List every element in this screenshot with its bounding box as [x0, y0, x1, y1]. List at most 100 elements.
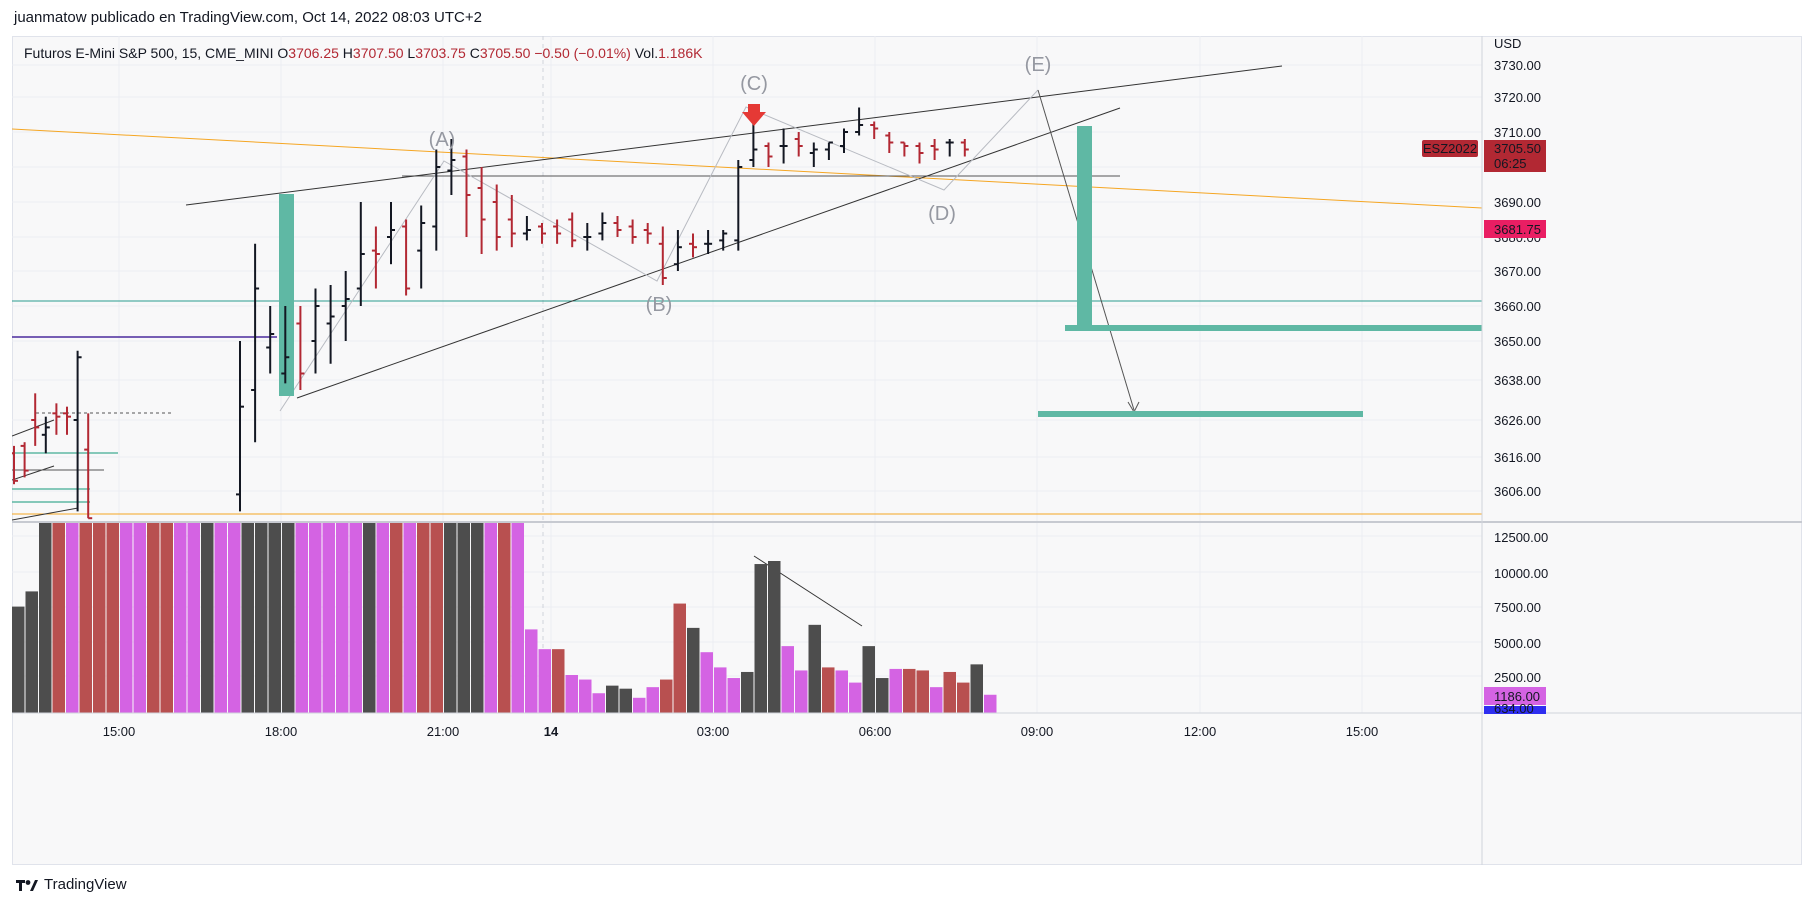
volume-bar: [673, 603, 686, 713]
ohlc-bar: [900, 141, 909, 157]
volume-bar: [430, 523, 443, 713]
price-tick-label: 3660.00: [1494, 299, 1541, 314]
legend-high: 3707.50: [352, 45, 404, 61]
teal-target-bar-lower: [1038, 411, 1363, 417]
legend-vol-label: Vol.: [634, 45, 659, 61]
legend-open: 3706.25: [288, 45, 339, 61]
volume-bar: [687, 627, 700, 713]
volume-tick-label: 7500.00: [1494, 600, 1541, 615]
symbol-badge: [1422, 140, 1478, 157]
volume-bar: [255, 523, 268, 713]
volume-bar: [147, 523, 160, 713]
price-chart[interactable]: (A) (B) (C) (D) (E) USD 3730.00 3720.00 3710.00…: [12, 36, 1802, 865]
ohlc-bar: [915, 142, 924, 164]
volume-bar: [808, 624, 821, 713]
ohlc-bar: [553, 219, 562, 244]
volume-bar: [781, 646, 794, 713]
volume-bar: [768, 561, 781, 713]
volume-bar: [336, 523, 349, 713]
volume-bar: [592, 693, 605, 713]
ohlc-bar: [538, 223, 546, 244]
volume-bar: [309, 523, 322, 713]
symbol-legend[interactable]: Futuros E-Mini S&P 500, 15, CME_MINI O37…: [24, 45, 702, 61]
volume-bar: [633, 697, 646, 713]
wave-label: (A): [429, 129, 456, 151]
volume-bar: [957, 682, 970, 713]
volume-tick-label: 5000.00: [1494, 636, 1541, 651]
time-tick-label: 06:00: [859, 724, 892, 739]
volume-bar: [39, 523, 52, 713]
volume-bar: [552, 649, 565, 713]
ohlc-bar: [20, 442, 29, 478]
volume-bar: [457, 523, 470, 713]
volume-bar: [876, 678, 889, 713]
ohlc-bar: [31, 393, 40, 446]
ohlc-bar: [63, 406, 71, 435]
wave-label: (B): [646, 294, 673, 316]
ohlc-bar: [719, 230, 728, 251]
ohlc-bar: [689, 233, 697, 258]
ohlc-bar: [824, 141, 833, 160]
legend-symbol: Futuros E-Mini S&P 500, 15, CME_MINI: [24, 45, 274, 61]
volume-bar: [376, 523, 389, 713]
ohlc-bar: [447, 139, 456, 195]
ma-volume-badge: [1484, 706, 1546, 714]
volume-bar: [349, 523, 362, 713]
volume-bar: [741, 671, 754, 713]
volume-bar: [795, 670, 808, 713]
ohlc-bar: [12, 445, 18, 485]
currency-label: USD: [1494, 36, 1521, 51]
price-tick-label: 3720.00: [1494, 90, 1541, 105]
countdown-text: 06:25: [1494, 156, 1527, 171]
red-arrow-icon: [742, 104, 766, 126]
volume-bar: [984, 694, 997, 713]
volume-bar: [916, 670, 929, 713]
volume-bar: [565, 675, 578, 713]
last-price-badge: [1484, 140, 1546, 172]
ohlc-bar: [764, 142, 773, 167]
ohlc-bar: [568, 212, 577, 248]
volume-bar: [228, 523, 241, 713]
orange-trendline: [12, 128, 1483, 209]
volume-bar: [444, 523, 457, 713]
overlay-drawings: (A) (B) (C) (D) (E): [429, 54, 1052, 316]
wave-label: (D): [928, 203, 956, 225]
volume-bar: [579, 679, 592, 713]
volume-bar: [714, 667, 727, 713]
ohlc-bar: [522, 216, 531, 241]
tradingview-logo-icon: [16, 878, 38, 892]
volume-bar: [417, 523, 430, 713]
axes: USD3730.003720.003710.003690.003680.0036…: [12, 36, 1802, 865]
ohlc-bar: [779, 128, 788, 164]
wave-label: (C): [740, 73, 768, 95]
ohlc-bar: [658, 226, 667, 285]
price-tick-label: 3638.00: [1494, 373, 1541, 388]
volume-bar: [322, 523, 335, 713]
ohlc-bar: [794, 132, 803, 157]
tradingview-brand[interactable]: TradingView: [16, 876, 127, 893]
ohlc-bar: [598, 212, 607, 241]
legend-low: 3703.75: [415, 45, 466, 61]
ohlc-bar: [613, 216, 622, 237]
ohlc-bar: [507, 195, 516, 248]
volume-bar: [525, 629, 538, 713]
left-trend-a: [12, 419, 55, 437]
left-trend-c: [12, 507, 79, 521]
time-tick-label: 03:00: [697, 724, 730, 739]
ohlc-bar: [960, 139, 969, 157]
volume-tick-label: 10000.00: [1494, 566, 1548, 581]
volume-tick-label: 12500.00: [1494, 530, 1548, 545]
volume-bar: [174, 523, 187, 713]
ohlc-bar: [673, 230, 682, 271]
price-tick-label: 3626.00: [1494, 413, 1541, 428]
volume-bars: [12, 523, 997, 713]
volume-bar: [754, 564, 767, 713]
brand-name: TradingView: [44, 876, 127, 893]
volume-bar: [363, 523, 376, 713]
volume-bar: [52, 523, 65, 713]
volume-bar: [12, 606, 25, 713]
volume-bar: [606, 685, 619, 713]
ohlc-bar: [885, 132, 894, 153]
volume-bar: [471, 523, 484, 713]
volume-bar: [889, 668, 902, 713]
